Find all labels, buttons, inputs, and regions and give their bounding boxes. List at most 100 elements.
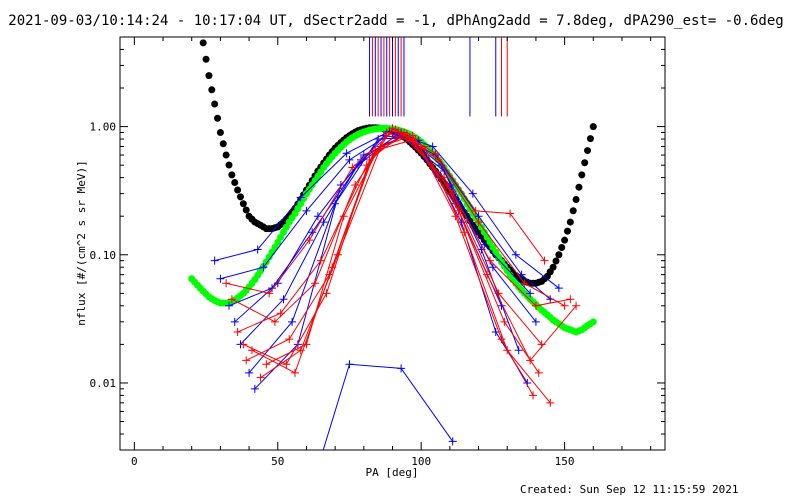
data-point-dot [555, 251, 563, 259]
data-point-dot [242, 206, 250, 214]
series-line [248, 137, 502, 374]
data-point-plus [270, 317, 279, 326]
data-point-dot [552, 257, 560, 265]
data-point-plus [520, 279, 529, 288]
data-point-dot [578, 171, 586, 179]
data-point-plus [486, 256, 495, 265]
data-point-dot [297, 200, 305, 208]
x-tick-label: 100 [411, 455, 431, 468]
data-point-plus [256, 373, 265, 382]
data-point-dot [563, 227, 571, 235]
data-point-plus [494, 289, 503, 298]
data-point-plus [345, 360, 354, 369]
data-point-dot [558, 243, 566, 251]
data-point-dot [575, 183, 583, 191]
data-point-plus [285, 335, 294, 344]
data-point-plus [242, 356, 251, 365]
data-point-dot [566, 218, 574, 226]
data-point-dot [480, 228, 488, 236]
data-point-plus [540, 256, 549, 265]
chart-axes: 0 50 100 150 0.01 0.10 1.00 [90, 37, 665, 468]
data-point-plus [230, 317, 239, 326]
data-point-plus [351, 181, 360, 190]
data-point-plus [431, 149, 440, 158]
data-point-dot [219, 140, 227, 148]
data-point-plus [428, 142, 437, 151]
data-point-dot [199, 39, 207, 47]
series-red [239, 128, 581, 369]
data-point-dot [222, 151, 230, 159]
data-point-dot [234, 186, 242, 194]
data-point-plus [411, 135, 420, 144]
data-point-dot [216, 128, 224, 136]
data-point-plus [511, 250, 520, 259]
data-point-plus [497, 335, 506, 344]
data-point-plus [259, 263, 268, 272]
series-red [262, 128, 555, 407]
data-point-dot [586, 135, 594, 143]
data-point-plus [546, 398, 555, 407]
created-timestamp: Created: Sun Sep 12 11:15:59 2021 [520, 483, 739, 496]
data-point-dot [569, 207, 577, 215]
data-point-plus [239, 340, 248, 349]
data-point-plus [342, 149, 351, 158]
data-point-plus [225, 301, 233, 310]
data-point-plus [305, 236, 314, 245]
data-point-plus [282, 360, 291, 369]
data-point-plus [503, 346, 512, 355]
y-tick-label: 0.01 [90, 377, 117, 390]
data-point-plus [302, 206, 311, 215]
data-point-dot [584, 147, 592, 155]
data-point-plus [483, 270, 492, 279]
data-point-dot [236, 193, 244, 201]
data-point-plus [500, 317, 509, 326]
data-point-plus [328, 263, 337, 272]
series-red [242, 129, 546, 365]
data-point-dot [572, 195, 580, 203]
data-point-plus [474, 218, 483, 227]
data-point-dot [214, 114, 222, 122]
data-point-dot [277, 233, 285, 241]
y-tick-label: 1.00 [90, 121, 117, 134]
data-point-dot [589, 123, 597, 131]
data-point-plus [247, 346, 256, 355]
x-tick-label: 0 [131, 455, 138, 468]
data-point-plus [262, 360, 271, 369]
data-point-plus [514, 346, 523, 355]
data-point-plus [296, 193, 305, 202]
y-axis-label: nflux [#/(cm^2 s sr MeV)] [75, 160, 88, 326]
data-point-plus [210, 256, 219, 265]
data-point-plus [245, 368, 254, 377]
data-point-plus [322, 289, 331, 298]
data-point-plus [290, 368, 299, 377]
data-point-dot [208, 86, 216, 94]
data-point-plus [488, 263, 497, 272]
data-point-plus [517, 270, 526, 279]
data-point-plus [506, 209, 515, 218]
series-line [220, 131, 551, 300]
data-point-plus [265, 289, 274, 298]
data-point-dot [274, 238, 282, 246]
data-point-dot [561, 236, 569, 244]
chart-marks [188, 37, 597, 450]
y-tick-label: 0.10 [90, 249, 117, 262]
data-point-plus [531, 317, 540, 326]
series-line [243, 131, 577, 365]
data-point-dot [205, 72, 213, 80]
series-red [227, 124, 549, 326]
data-point-plus [273, 279, 282, 288]
data-point-plus [313, 212, 322, 221]
data-point-dot [282, 223, 290, 231]
data-point-plus [388, 124, 397, 133]
data-point-plus [382, 128, 391, 137]
data-point-plus [250, 384, 259, 393]
series-line [228, 133, 531, 307]
data-point-plus [448, 189, 457, 198]
data-point-dot [589, 318, 597, 326]
data-point-dot [211, 100, 219, 108]
data-point-plus [316, 256, 325, 265]
data-point-dot [581, 159, 589, 167]
data-point-dot [280, 228, 287, 236]
data-point-plus [560, 301, 569, 310]
